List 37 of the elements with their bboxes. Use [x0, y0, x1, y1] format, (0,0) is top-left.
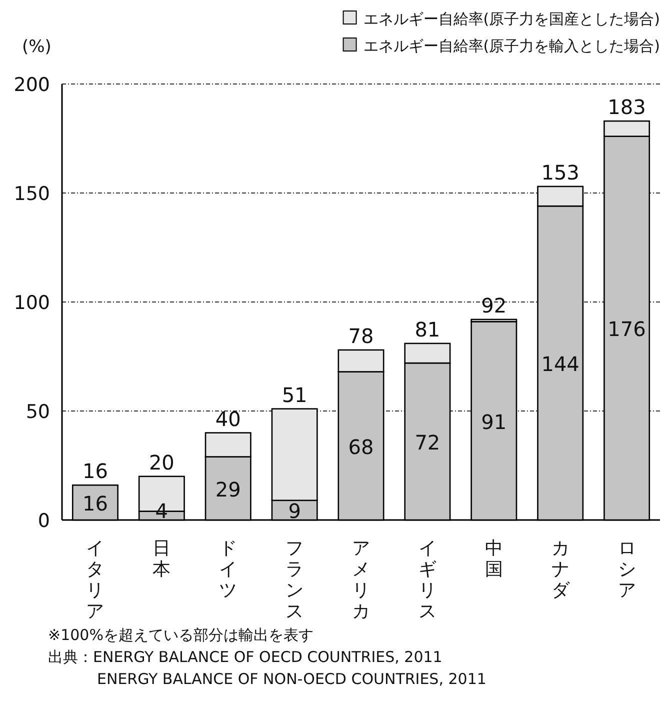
- y-tick-label: 50: [26, 401, 50, 423]
- total-label: 153: [541, 160, 580, 184]
- x-tick-label: アメリカ: [352, 538, 370, 622]
- legend-label: エネルギー自給率(原子力を輸入とした場合): [363, 37, 660, 55]
- y-tick-label: 0: [38, 510, 50, 532]
- source-note: 出典：ENERGY BALANCE OF OECD COUNTRIES, 2011: [48, 648, 442, 666]
- x-tick-label: フランス: [286, 538, 304, 622]
- text: ※100%を超えている部分は輸出を表す: [48, 626, 314, 644]
- data-label: 68: [348, 434, 374, 459]
- x-tick-label: イタリア: [86, 538, 104, 622]
- x-tick-label: 中国: [484, 538, 503, 580]
- x-tick-label: イギリス: [418, 538, 436, 622]
- y-tick-label: 150: [14, 183, 50, 205]
- total-label: 81: [414, 317, 440, 342]
- legend-label: エネルギー自給率(原子力を国産とした場合): [363, 10, 660, 28]
- data-label: 176: [608, 317, 646, 342]
- total-label: 51: [282, 382, 308, 407]
- x-tick-label: ドイツ: [219, 538, 238, 601]
- total-label: 183: [608, 95, 646, 120]
- data-label: 29: [215, 477, 241, 502]
- y-axis-title: (%): [22, 37, 52, 57]
- data-label: 144: [541, 352, 580, 376]
- y-tick-label: 200: [14, 74, 50, 96]
- x-tick-label: ロシア: [618, 538, 636, 601]
- total-label: 16: [82, 459, 108, 484]
- total-label: 40: [215, 406, 241, 431]
- total-label: 78: [348, 324, 374, 348]
- data-label: 72: [414, 430, 440, 455]
- text: ENERGY BALANCE OF NON-OECD COUNTRIES, 2011: [97, 670, 486, 688]
- x-tick-label: カナダ: [551, 538, 570, 601]
- data-label: 91: [481, 410, 507, 434]
- total-label: 20: [148, 450, 174, 474]
- total-label: 92: [481, 293, 507, 318]
- data-label: 16: [82, 492, 108, 516]
- x-tick-label: 日本: [152, 538, 171, 580]
- y-tick-label: 100: [14, 292, 50, 314]
- data-label: 9: [288, 499, 301, 523]
